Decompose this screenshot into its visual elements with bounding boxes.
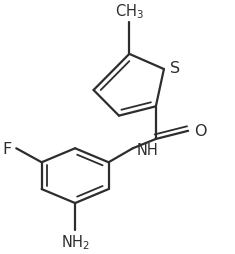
Text: S: S	[170, 61, 180, 76]
Text: CH$_3$: CH$_3$	[115, 2, 144, 21]
Text: O: O	[195, 124, 207, 139]
Text: NH: NH	[137, 142, 159, 157]
Text: NH$_2$: NH$_2$	[61, 233, 90, 251]
Text: F: F	[2, 141, 12, 156]
